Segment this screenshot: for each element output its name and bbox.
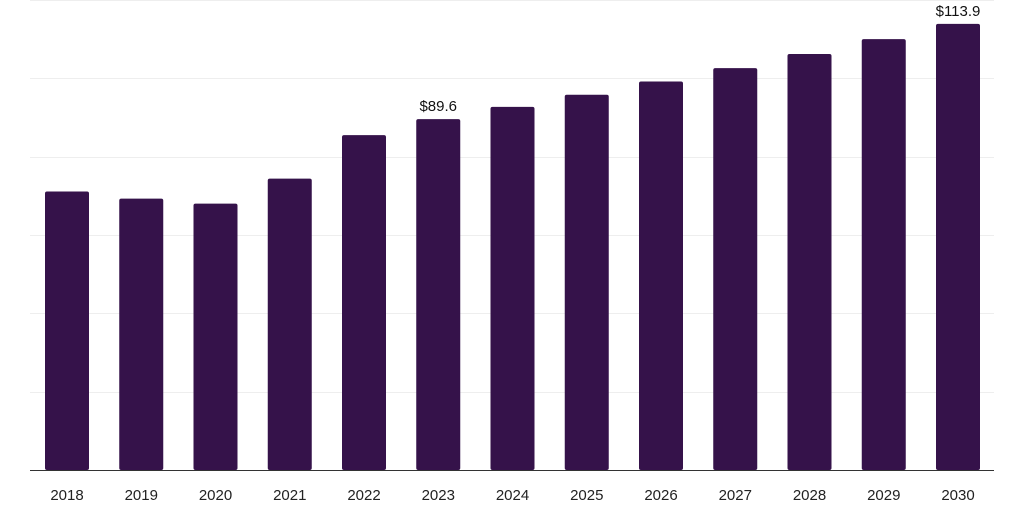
bar-2021[interactable]	[267, 178, 312, 470]
x-tick-label-2029: 2029	[867, 487, 900, 504]
x-tick-label-2023: 2023	[422, 487, 455, 504]
x-tick-label-2018: 2018	[50, 487, 83, 504]
bar-2019[interactable]	[119, 198, 164, 470]
data-label-2023: $89.6	[419, 98, 457, 115]
x-tick-label-2022: 2022	[347, 487, 380, 504]
bar-2029[interactable]	[861, 39, 906, 471]
bar-2020[interactable]	[193, 203, 238, 471]
x-tick-label-2020: 2020	[199, 487, 232, 504]
x-tick-label-2026: 2026	[644, 487, 677, 504]
bar-2025[interactable]	[564, 94, 609, 470]
bar-2028[interactable]	[787, 54, 832, 471]
x-tick-label-2025: 2025	[570, 487, 603, 504]
bar-2026[interactable]	[639, 81, 683, 470]
bar-2018[interactable]	[45, 191, 89, 470]
x-tick-label-2019: 2019	[125, 487, 158, 504]
x-tick-label-2027: 2027	[719, 487, 752, 504]
x-tick-labels: 2018 2019 2020 2021 2022 2023 2024 2025 2026 2027…	[50, 487, 974, 504]
x-tick-label-2030: 2030	[941, 487, 974, 504]
x-tick-label-2024: 2024	[496, 487, 529, 504]
x-tick-label-2028: 2028	[793, 487, 826, 504]
data-labels: $89.6 $113.9	[419, 3, 980, 115]
bars	[45, 23, 980, 471]
bar-2023[interactable]	[416, 119, 461, 470]
bar-2024[interactable]	[490, 106, 535, 471]
bar-2022[interactable]	[342, 135, 386, 471]
bar-2030[interactable]	[936, 23, 980, 470]
data-label-2030: $113.9	[936, 3, 981, 20]
bar-2027[interactable]	[713, 68, 758, 471]
x-tick-label-2021: 2021	[273, 487, 306, 504]
